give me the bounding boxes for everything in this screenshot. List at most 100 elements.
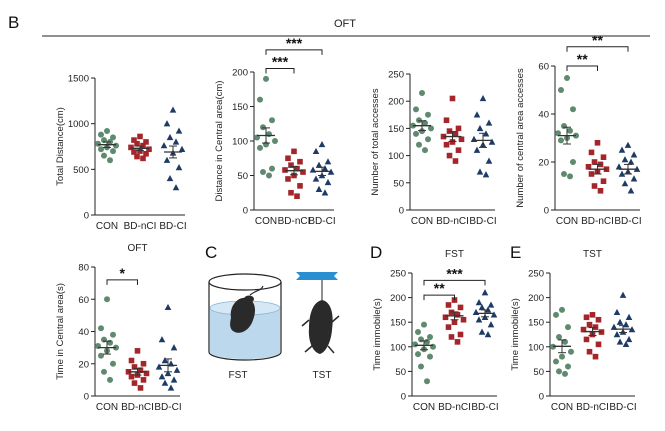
hanging-mouse — [308, 300, 333, 354]
data-point — [161, 357, 169, 364]
data-point — [412, 341, 418, 348]
data-point — [146, 146, 152, 153]
data-point — [101, 152, 107, 159]
data-point — [140, 377, 147, 383]
data-point — [479, 94, 487, 102]
data-point — [98, 146, 104, 153]
data-point — [137, 367, 144, 373]
data-point — [143, 151, 149, 157]
data-point — [561, 123, 567, 129]
data-point — [415, 329, 421, 336]
significance-label: *** — [446, 265, 463, 281]
data-point — [167, 384, 175, 391]
data-point — [473, 111, 481, 118]
data-point — [472, 308, 480, 316]
data-point — [476, 124, 484, 132]
data-point — [613, 331, 621, 338]
data-point — [592, 353, 599, 360]
data-point — [166, 133, 174, 141]
data-point — [556, 368, 562, 375]
y-tick-label: 200 — [528, 293, 544, 304]
data-point — [285, 176, 291, 182]
data-point — [107, 376, 113, 383]
data-point — [427, 353, 433, 360]
data-point — [418, 336, 424, 343]
y-axis-label: Time immobile(s) — [372, 298, 383, 370]
y-tick-label: 150 — [388, 124, 404, 135]
data-point — [294, 193, 300, 199]
data-point — [624, 141, 632, 148]
data-point — [621, 180, 629, 187]
x-category-label: BD-nCI — [121, 402, 154, 413]
data-point — [553, 311, 559, 318]
data-point — [318, 140, 326, 148]
data-point — [588, 171, 595, 177]
y-tick-label: 0 — [84, 392, 89, 403]
significance-bracket — [566, 65, 598, 71]
data-point — [260, 124, 266, 131]
x-category-label: CON — [255, 216, 277, 227]
y-tick-label: 50 — [395, 367, 406, 378]
y-tick-label: 0 — [84, 211, 89, 222]
data-point — [166, 174, 174, 182]
data-point — [568, 348, 574, 355]
y-tick-label: 1500 — [68, 74, 89, 85]
data-point — [627, 187, 635, 194]
x-category-label: CON — [411, 216, 433, 227]
data-point — [297, 158, 303, 165]
data-point — [110, 134, 116, 141]
data-point — [257, 144, 263, 151]
data-point — [282, 167, 288, 173]
data-point — [428, 125, 434, 132]
data-point — [427, 333, 433, 340]
data-point — [425, 111, 431, 118]
data-point — [481, 289, 489, 296]
data-point — [269, 117, 275, 124]
data-point — [131, 137, 137, 143]
y-tick-label: 0 — [401, 392, 406, 403]
data-point — [172, 184, 180, 191]
data-point — [101, 368, 107, 375]
data-point — [266, 131, 272, 138]
data-point — [449, 95, 456, 102]
data-point — [442, 314, 449, 321]
data-point — [300, 169, 306, 175]
data-point — [478, 303, 486, 311]
data-point — [470, 135, 478, 142]
data-point — [451, 319, 458, 325]
data-point — [565, 324, 571, 331]
data-point — [558, 87, 564, 93]
data-point — [556, 333, 562, 340]
data-point — [297, 183, 303, 189]
y-tick-label: 20 — [538, 158, 549, 169]
data-point — [315, 185, 323, 192]
data-point — [137, 385, 144, 391]
data-point — [110, 360, 116, 367]
data-point — [488, 138, 496, 145]
chart-fst: 0 50 100 150 200 250 Time immobile(s) CON BD-nCI… — [372, 249, 499, 413]
y-tick-label: 40 — [538, 110, 549, 121]
data-point — [263, 75, 269, 82]
data-point — [562, 370, 568, 377]
data-point — [457, 331, 464, 338]
water-fill — [210, 308, 280, 359]
data-point — [613, 308, 621, 316]
panel-label-e: E — [510, 243, 521, 262]
y-axis-label: Total Distance(cm) — [55, 107, 66, 186]
data-point — [485, 157, 493, 164]
y-tick-label: 100 — [390, 342, 406, 353]
tst-illustration: TST — [296, 272, 340, 381]
data-point — [324, 178, 332, 186]
x-category-label: CON — [96, 221, 118, 232]
data-point — [565, 363, 571, 370]
data-point — [164, 369, 172, 377]
x-category-label: BD-nCI — [436, 216, 469, 227]
data-point — [485, 119, 493, 126]
chart-distance-central: 0 50 100 150 200 Distance in Central area(cm)… — [214, 35, 336, 227]
x-category-label: CON — [413, 402, 435, 413]
data-point — [610, 323, 618, 330]
y-tick-label: 50 — [237, 171, 248, 182]
data-point — [134, 153, 140, 160]
data-point — [564, 75, 570, 81]
